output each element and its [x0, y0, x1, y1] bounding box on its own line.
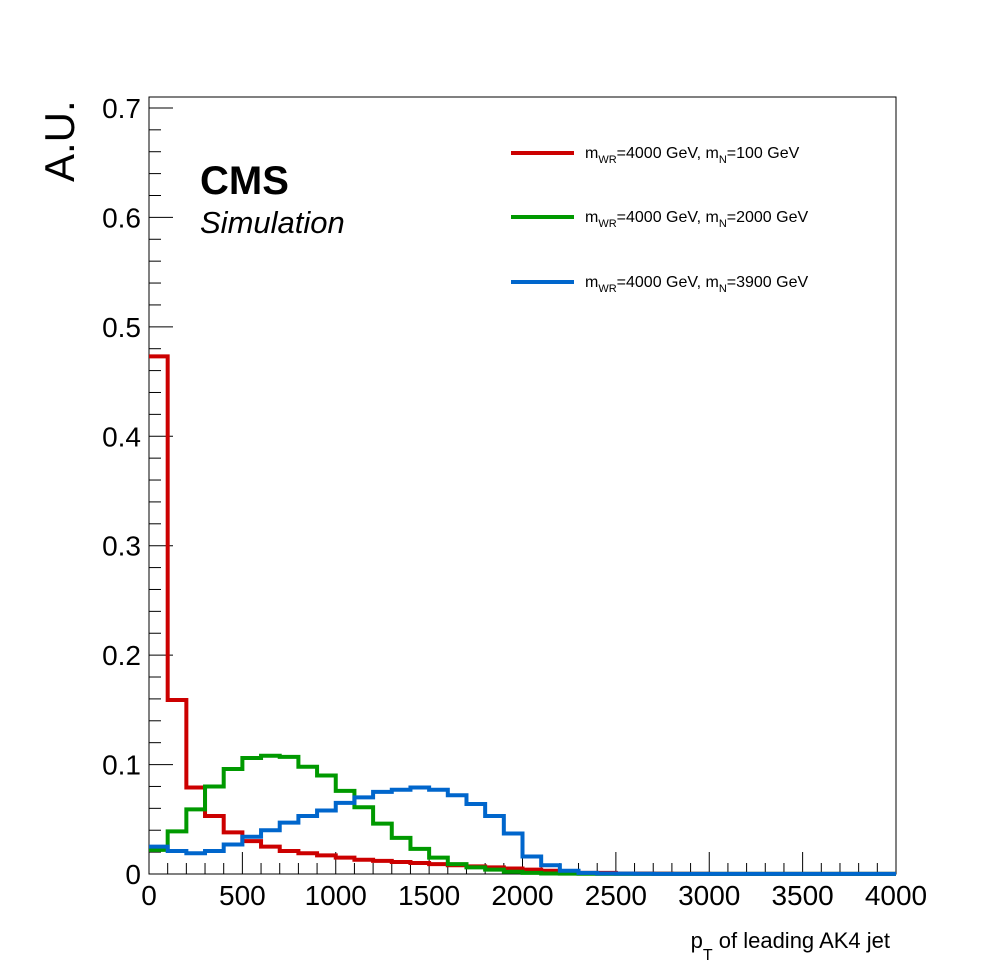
y-tick-label: 0.6	[102, 202, 141, 233]
legend-label-3: mWR=4000 GeV, mN=3900 GeV	[585, 274, 808, 295]
x-tick-label: 0	[141, 880, 157, 911]
legend-text-part: =4000 GeV, m	[617, 274, 719, 291]
histogram-series	[149, 354, 896, 876]
x-tick-label: 2000	[491, 880, 553, 911]
legend-subscript: WR	[598, 218, 616, 230]
y-tick-label: 0	[125, 859, 141, 890]
legend-text-part: m	[585, 145, 598, 162]
legend-label-2: mWR=4000 GeV, mN=2000 GeV	[585, 209, 808, 230]
cms-label: CMS	[200, 159, 289, 203]
legend-label-1: mWR=4000 GeV, mN=100 GeV	[585, 145, 800, 166]
x-axis-title: pT of leading AK4 jet	[691, 928, 890, 964]
y-tick-label: 0.1	[102, 750, 141, 781]
legend-subscript: N	[719, 218, 727, 230]
x-tick-label: 500	[219, 880, 266, 911]
legend-subscript: WR	[598, 283, 616, 295]
x-axis-title-p: p	[691, 928, 703, 953]
x-tick-label: 4000	[865, 880, 927, 911]
series-line-3	[149, 785, 896, 876]
series-line-1	[149, 354, 896, 876]
x-tick-label: 3000	[678, 880, 740, 911]
legend-text-part: =3900 GeV	[727, 274, 809, 291]
legend-text-part: =4000 GeV, m	[617, 209, 719, 226]
x-axis-title-rest: of leading AK4 jet	[713, 928, 890, 953]
legend-text-part: =2000 GeV	[727, 209, 809, 226]
x-tick-label: 3500	[771, 880, 833, 911]
legend-text-part: m	[585, 274, 598, 291]
y-tick-label: 0.3	[102, 531, 141, 562]
legend-subscript: N	[719, 283, 727, 295]
x-tick-label: 1500	[398, 880, 460, 911]
y-tick-labels: 0 0.1 0.2 0.3 0.4 0.5 0.6 0.7	[102, 93, 141, 890]
x-tick-labels: 0 500 1000 1500 2000 2500 3000 3500 4000	[141, 880, 927, 911]
legend-text-part: =4000 GeV, m	[617, 145, 719, 162]
y-tick-label: 0.4	[102, 421, 141, 452]
legend-text-part: =100 GeV	[727, 145, 800, 162]
y-tick-label: 0.2	[102, 640, 141, 671]
y-tick-label: 0.5	[102, 312, 141, 343]
legend-subscript: N	[719, 154, 727, 166]
legend-subscript: WR	[598, 154, 616, 166]
y-axis-title: A.U.	[36, 100, 83, 182]
simulation-label: Simulation	[200, 205, 345, 240]
x-tick-label: 2500	[585, 880, 647, 911]
y-tick-label: 0.7	[102, 93, 141, 124]
x-tick-label: 1000	[305, 880, 367, 911]
legend-text-part: m	[585, 209, 598, 226]
x-axis-title-subscript: T	[703, 947, 713, 964]
